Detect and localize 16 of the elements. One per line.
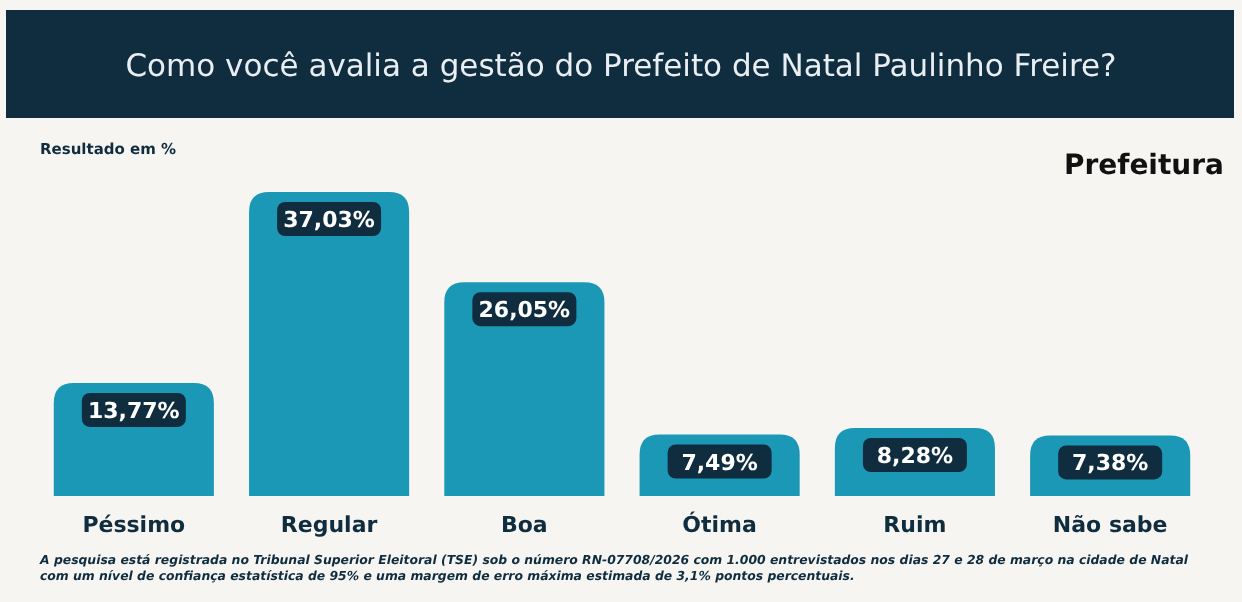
data-label: 7,38% [1072, 450, 1149, 477]
x-tick-label: Boa [500, 512, 548, 538]
data-label: 8,28% [876, 443, 954, 470]
bar [249, 192, 410, 496]
data-label: 13,77% [88, 397, 180, 424]
bar [444, 282, 605, 496]
data-label: 7,49% [681, 449, 758, 476]
x-tick-label: Regular [280, 512, 379, 538]
chart-subtitle: Prefeitura [1063, 150, 1224, 182]
x-tick-label: Péssimo [82, 512, 187, 538]
chart-title: Como você avalia a gestão do Prefeito de Natal Paulinho Freire? [125, 48, 1117, 84]
data-label: 26,05% [478, 297, 571, 324]
x-tick-label: Não sabe [1052, 512, 1168, 538]
x-tick-label: Ruim [883, 512, 947, 538]
data-label: 37,03% [283, 207, 375, 233]
x-tick-label: Ótima [682, 510, 757, 538]
